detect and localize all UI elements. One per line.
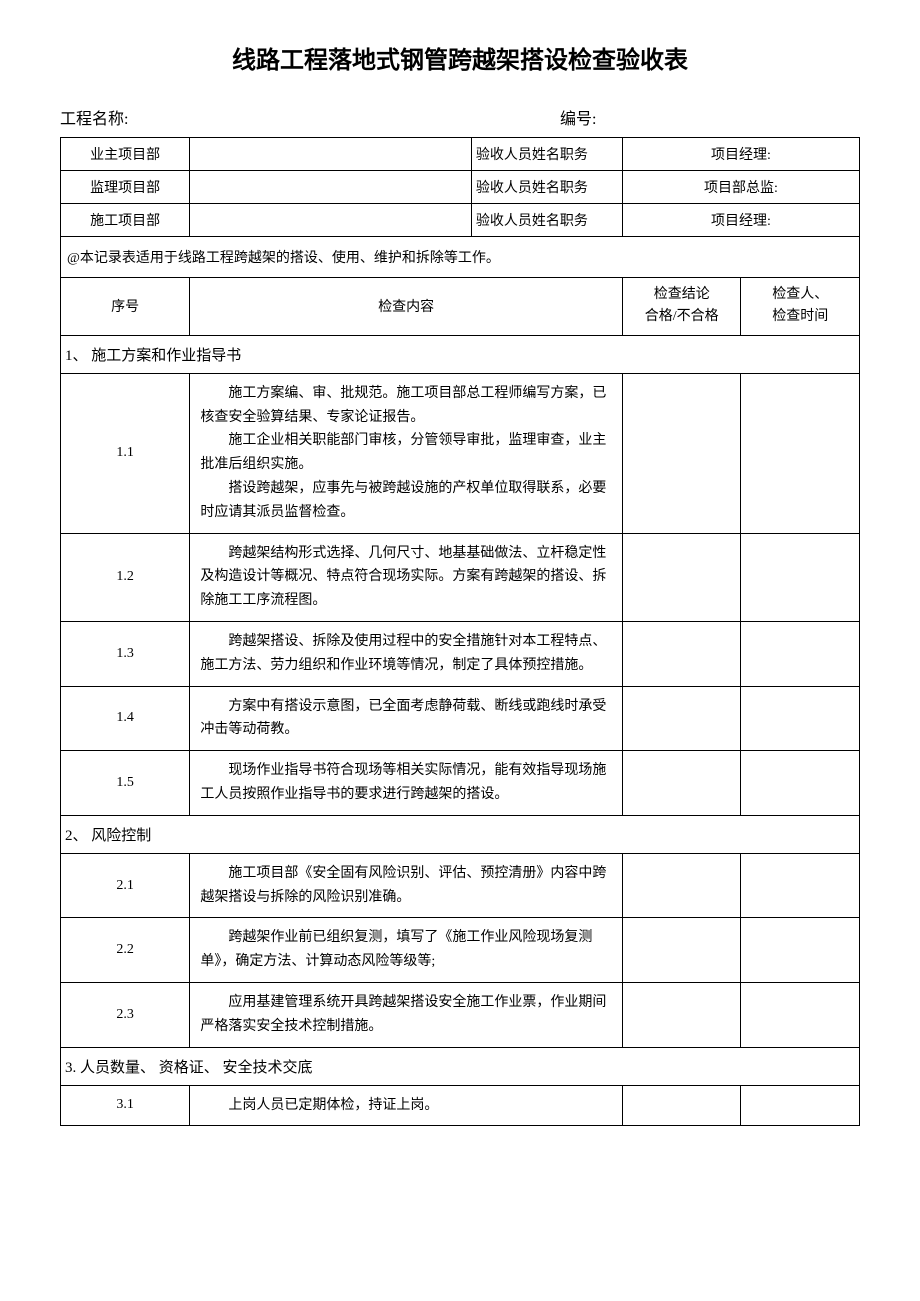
row-seq: 1.3 bbox=[61, 621, 190, 686]
role-label: 项目经理: bbox=[623, 204, 860, 237]
dept-blank bbox=[190, 171, 472, 204]
row-result-blank bbox=[623, 982, 741, 1047]
accept-label: 验收人员姓名职务 bbox=[471, 204, 622, 237]
th-inspector: 检查人、检查时间 bbox=[741, 278, 860, 336]
content-paragraph: 跨越架搭设、拆除及使用过程中的安全措施针对本工程特点、施工方法、劳力组织和作业环… bbox=[200, 630, 612, 678]
note-row: @本记录表适用于线路工程跨越架的搭设、使用、维护和拆除等工作。 bbox=[61, 237, 860, 278]
content-row: 2.2 跨越架作业前已组织复测，填写了《施工作业风险现场复测单》，确定方法、计算… bbox=[61, 918, 860, 983]
content-paragraph: 现场作业指导书符合现场等相关实际情况，能有效指导现场施工人员按照作业指导书的要求… bbox=[200, 759, 612, 807]
content-row: 2.1 施工项目部《安全固有风险识别、评估、预控清册》内容中跨越架搭设与拆除的风… bbox=[61, 853, 860, 918]
row-seq: 3.1 bbox=[61, 1085, 190, 1126]
row-content: 方案中有搭设示意图，已全面考虑静荷载、断线或跑线时承受冲击等动荷教。 bbox=[190, 686, 623, 751]
row-inspector-blank bbox=[741, 1085, 860, 1126]
content-paragraph: 施工方案编、审、批规范。施工项目部总工程师编写方案，已核查安全验算结果、专家论证… bbox=[200, 382, 612, 430]
table-header-row: 序号 检查内容 检查结论合格/不合格 检查人、检查时间 bbox=[61, 278, 860, 336]
row-content: 上岗人员已定期体检，持证上岗。 bbox=[190, 1085, 623, 1126]
row-result-blank bbox=[623, 533, 741, 621]
section-header: 1、 施工方案和作业指导书 bbox=[61, 335, 860, 373]
row-result-blank bbox=[623, 853, 741, 918]
content-paragraph: 跨越架结构形式选择、几何尺寸、地基基础做法、立杆稳定性及构造设计等概况、特点符合… bbox=[200, 542, 612, 613]
row-result-blank bbox=[623, 751, 741, 816]
dept-row: 业主项目部 验收人员姓名职务 项目经理: bbox=[61, 138, 860, 171]
row-inspector-blank bbox=[741, 918, 860, 983]
content-row: 1.1 施工方案编、审、批规范。施工项目部总工程师编写方案，已核查安全验算结果、… bbox=[61, 373, 860, 533]
content-row: 1.4 方案中有搭设示意图，已全面考虑静荷载、断线或跑线时承受冲击等动荷教。 bbox=[61, 686, 860, 751]
row-result-blank bbox=[623, 373, 741, 533]
row-inspector-blank bbox=[741, 621, 860, 686]
content-row: 1.5 现场作业指导书符合现场等相关实际情况，能有效指导现场施工人员按照作业指导… bbox=[61, 751, 860, 816]
content-row: 1.3 跨越架搭设、拆除及使用过程中的安全措施针对本工程特点、施工方法、劳力组织… bbox=[61, 621, 860, 686]
inspection-table: 业主项目部 验收人员姓名职务 项目经理: 监理项目部 验收人员姓名职务 项目部总… bbox=[60, 137, 860, 1126]
row-seq: 2.1 bbox=[61, 853, 190, 918]
row-inspector-blank bbox=[741, 853, 860, 918]
dept-label: 监理项目部 bbox=[61, 171, 190, 204]
row-seq: 1.4 bbox=[61, 686, 190, 751]
content-row: 1.2 跨越架结构形式选择、几何尺寸、地基基础做法、立杆稳定性及构造设计等概况、… bbox=[61, 533, 860, 621]
dept-label: 施工项目部 bbox=[61, 204, 190, 237]
th-content: 检查内容 bbox=[190, 278, 623, 336]
row-content: 应用基建管理系统开具跨越架搭设安全施工作业票，作业期间严格落实安全技术控制措施。 bbox=[190, 982, 623, 1047]
content-paragraph: 应用基建管理系统开具跨越架搭设安全施工作业票，作业期间严格落实安全技术控制措施。 bbox=[200, 991, 612, 1039]
row-result-blank bbox=[623, 918, 741, 983]
section-title: 1、 施工方案和作业指导书 bbox=[61, 335, 860, 373]
th-result: 检查结论合格/不合格 bbox=[623, 278, 741, 336]
serial-number-label: 编号: bbox=[560, 105, 860, 129]
row-inspector-blank bbox=[741, 751, 860, 816]
row-content: 施工方案编、审、批规范。施工项目部总工程师编写方案，已核查安全验算结果、专家论证… bbox=[190, 373, 623, 533]
dept-blank bbox=[190, 204, 472, 237]
role-label: 项目经理: bbox=[623, 138, 860, 171]
row-seq: 1.1 bbox=[61, 373, 190, 533]
dept-blank bbox=[190, 138, 472, 171]
content-row: 3.1 上岗人员已定期体检，持证上岗。 bbox=[61, 1085, 860, 1126]
row-seq: 2.3 bbox=[61, 982, 190, 1047]
content-paragraph: 搭设跨越架，应事先与被跨越设施的产权单位取得联系，必要时应请其派员监督检查。 bbox=[200, 477, 612, 525]
role-label: 项目部总监: bbox=[623, 171, 860, 204]
dept-label: 业主项目部 bbox=[61, 138, 190, 171]
content-paragraph: 跨越架作业前已组织复测，填写了《施工作业风险现场复测单》，确定方法、计算动态风险… bbox=[200, 926, 612, 974]
content-paragraph: 施工企业相关职能部门审核，分管领导审批，监理审查，业主批准后组织实施。 bbox=[200, 429, 612, 477]
content-paragraph: 施工项目部《安全固有风险识别、评估、预控清册》内容中跨越架搭设与拆除的风险识别准… bbox=[200, 862, 612, 910]
row-result-blank bbox=[623, 686, 741, 751]
section-header: 2、 风险控制 bbox=[61, 815, 860, 853]
row-result-blank bbox=[623, 621, 741, 686]
note-text: @本记录表适用于线路工程跨越架的搭设、使用、维护和拆除等工作。 bbox=[61, 237, 860, 278]
header-line: 工程名称: 编号: bbox=[60, 105, 860, 129]
project-name-label: 工程名称: bbox=[60, 105, 560, 129]
row-seq: 2.2 bbox=[61, 918, 190, 983]
row-inspector-blank bbox=[741, 533, 860, 621]
dept-row: 监理项目部 验收人员姓名职务 项目部总监: bbox=[61, 171, 860, 204]
section-header: 3. 人员数量、 资格证、 安全技术交底 bbox=[61, 1047, 860, 1085]
content-paragraph: 方案中有搭设示意图，已全面考虑静荷载、断线或跑线时承受冲击等动荷教。 bbox=[200, 695, 612, 743]
section-title: 3. 人员数量、 资格证、 安全技术交底 bbox=[61, 1047, 860, 1085]
row-content: 跨越架结构形式选择、几何尺寸、地基基础做法、立杆稳定性及构造设计等概况、特点符合… bbox=[190, 533, 623, 621]
row-seq: 1.5 bbox=[61, 751, 190, 816]
row-content: 现场作业指导书符合现场等相关实际情况，能有效指导现场施工人员按照作业指导书的要求… bbox=[190, 751, 623, 816]
row-inspector-blank bbox=[741, 982, 860, 1047]
document-title: 线路工程落地式钢管跨越架搭设检查验收表 bbox=[60, 40, 860, 75]
accept-label: 验收人员姓名职务 bbox=[471, 171, 622, 204]
row-content: 跨越架作业前已组织复测，填写了《施工作业风险现场复测单》，确定方法、计算动态风险… bbox=[190, 918, 623, 983]
row-content: 跨越架搭设、拆除及使用过程中的安全措施针对本工程特点、施工方法、劳力组织和作业环… bbox=[190, 621, 623, 686]
row-seq: 1.2 bbox=[61, 533, 190, 621]
accept-label: 验收人员姓名职务 bbox=[471, 138, 622, 171]
content-paragraph: 上岗人员已定期体检，持证上岗。 bbox=[200, 1094, 612, 1118]
content-row: 2.3 应用基建管理系统开具跨越架搭设安全施工作业票，作业期间严格落实安全技术控… bbox=[61, 982, 860, 1047]
th-seq: 序号 bbox=[61, 278, 190, 336]
row-content: 施工项目部《安全固有风险识别、评估、预控清册》内容中跨越架搭设与拆除的风险识别准… bbox=[190, 853, 623, 918]
row-result-blank bbox=[623, 1085, 741, 1126]
row-inspector-blank bbox=[741, 373, 860, 533]
dept-row: 施工项目部 验收人员姓名职务 项目经理: bbox=[61, 204, 860, 237]
row-inspector-blank bbox=[741, 686, 860, 751]
section-title: 2、 风险控制 bbox=[61, 815, 860, 853]
